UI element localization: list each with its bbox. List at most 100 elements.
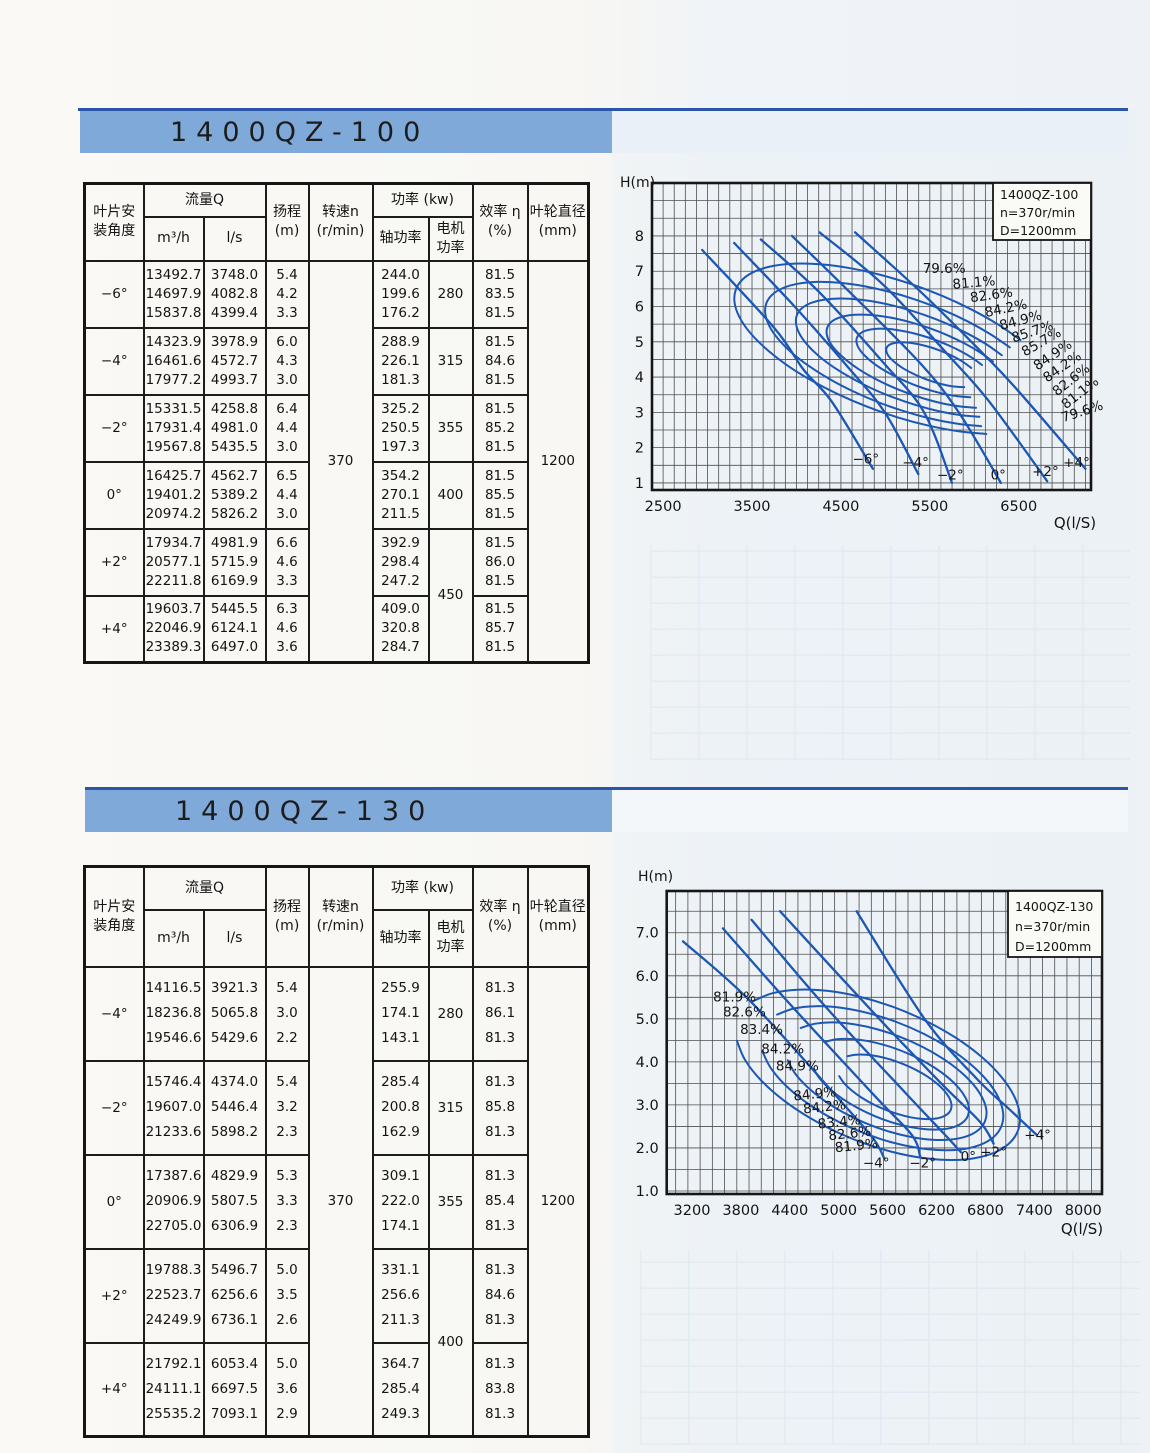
legend-line: D=1200mm [1000, 223, 1076, 238]
cell-flow-ls: 5496.7 6256.6 6736.1 [202, 1247, 267, 1344]
cell-angle: +4° [83, 594, 145, 664]
performance-chart-1400QZ-130: 1400QZ-130 n=370r/min D=1200mm 81.9% 82.6% 83… [612, 858, 1150, 1292]
cell-shaft-power: 325.2 250.5 197.3 [371, 393, 430, 463]
header-flow-ls: l/s [202, 908, 267, 968]
angle-label: +2° [980, 1145, 1007, 1161]
x-tick-label: 8000 [1065, 1203, 1102, 1219]
header-flow-m3h: m³/h [142, 215, 205, 262]
y-tick-label: 1.0 [636, 1184, 659, 1200]
angle-curve-−2° [759, 238, 954, 485]
spec-table-1400QZ-130: 叶片安 装角度 流量Q 扬程 (m) 转速n (r/min) 功率 (kw) 效率 η (%) 叶轮… [83, 865, 590, 1438]
header-blade-angle: 叶片安 装角度 [83, 865, 145, 968]
y-tick-label: 7.0 [636, 926, 659, 942]
legend-line: D=1200mm [1015, 939, 1091, 954]
spec-table: 叶片安 装角度 流量Q 扬程 (m) 转速n (r/min) 功率 (kw) 效率 η (%) 叶轮… [83, 865, 590, 1438]
cell-head: 5.3 3.3 2.3 [264, 1153, 310, 1250]
cell-shaft-power: 244.0 199.6 176.2 [371, 259, 430, 329]
header-flow: 流量Q [142, 865, 267, 911]
cell-diameter: 1200 [526, 965, 590, 1438]
cell-flow-m3h: 17387.6 20906.9 22705.0 [142, 1153, 205, 1250]
section1-top-rule [78, 108, 1128, 111]
efficiency-label: 82.6% [969, 284, 1014, 306]
cell-flow-m3h: 16425.7 19401.2 20974.2 [142, 460, 205, 530]
cell-head: 6.6 4.6 3.3 [264, 527, 310, 597]
cell-head: 5.4 3.2 2.3 [264, 1059, 310, 1156]
cell-shaft-power: 364.7 285.4 249.3 [371, 1341, 430, 1438]
cell-head: 6.4 4.4 3.0 [264, 393, 310, 463]
x-tick-label: 4400 [771, 1203, 808, 1219]
y-tick-label: 1 [635, 476, 644, 492]
section1-title-bar-extension [612, 111, 1128, 153]
angle-label: −2° [937, 467, 964, 483]
cell-shaft-power: 354.2 270.1 211.5 [371, 460, 430, 530]
cell-flow-ls: 4258.8 4981.0 5435.5 [202, 393, 267, 463]
cell-motor-power: 315 [427, 1059, 474, 1156]
cell-head: 5.4 4.2 3.3 [264, 259, 310, 329]
header-impeller-diameter: 叶轮直径 (mm) [526, 182, 590, 262]
angle-curve-−2° [721, 927, 922, 1158]
cell-efficiency: 81.5 85.5 81.5 [471, 460, 529, 530]
cell-efficiency: 81.3 84.6 81.3 [471, 1247, 529, 1344]
cell-motor-power: 280 [427, 965, 474, 1062]
header-power: 功率 (kw) [371, 182, 474, 218]
legend-line: n=370r/min [1015, 919, 1090, 934]
cell-flow-ls: 6053.4 6697.5 7093.1 [202, 1341, 267, 1438]
cell-flow-ls: 5445.5 6124.1 6497.0 [202, 594, 267, 664]
cell-efficiency: 81.5 85.2 81.5 [471, 393, 529, 463]
angle-curve-+4° [855, 910, 1038, 1137]
legend-line: 1400QZ-100 [1000, 187, 1078, 202]
header-shaft-power: 轴功率 [371, 908, 430, 968]
cell-efficiency: 81.5 86.0 81.5 [471, 527, 529, 597]
cell-motor-power: 400 [427, 1247, 474, 1438]
efficiency-label: 83.4% [817, 1112, 861, 1132]
chart-labels: 81.9%82.6%83.4%84.2%84.9%84.9%84.2%83.4%… [713, 990, 1051, 1172]
angle-label: +2° [1032, 464, 1059, 480]
header-shaft-power: 轴功率 [371, 215, 430, 262]
cell-motor-power: 355 [427, 1153, 474, 1250]
angle-curve-+2° [818, 231, 1049, 483]
cell-flow-ls: 4562.7 5389.2 5826.2 [202, 460, 267, 530]
cell-efficiency: 81.3 83.8 81.3 [471, 1341, 529, 1438]
cell-motor-power: 450 [427, 527, 474, 664]
spec-table-1400QZ-100: 叶片安 装角度 流量Q 扬程 (m) 转速n (r/min) 功率 (kw) 效率 η (%) 叶轮… [83, 182, 590, 664]
header-speed: 转速n (r/min) [307, 182, 374, 262]
angle-label: +4° [1063, 455, 1090, 471]
x-tick-label: 6200 [918, 1203, 955, 1219]
angle-curve-+4° [853, 231, 1087, 470]
cell-motor-power: 400 [427, 460, 474, 530]
y-tick-label: 3.0 [636, 1098, 659, 1114]
y-axis-title: H(m) [620, 175, 655, 191]
cell-efficiency: 81.5 85.7 81.5 [471, 594, 529, 664]
cell-angle: −4° [83, 326, 145, 396]
x-tick-label: 3800 [722, 1203, 759, 1219]
cell-flow-m3h: 17934.7 20577.1 22211.8 [142, 527, 205, 597]
x-axis-title: Q(l/S) [1054, 514, 1096, 532]
x-tick-label: 7400 [1016, 1203, 1053, 1219]
y-tick-label: 8 [635, 229, 644, 245]
y-tick-label: 5.0 [636, 1012, 659, 1028]
efficiency-label: 84.2% [761, 1041, 804, 1057]
y-tick-label: 2 [635, 441, 644, 457]
angle-label: −4° [863, 1155, 890, 1171]
y-tick-label: 7 [635, 264, 644, 280]
cell-flow-ls: 3978.9 4572.7 4993.7 [202, 326, 267, 396]
legend-line: n=370r/min [1000, 205, 1075, 220]
efficiency-contour-85.7% [885, 341, 973, 389]
angle-label: −4° [902, 455, 929, 471]
y-tick-label: 6.0 [636, 969, 659, 985]
cell-head: 6.3 4.6 3.6 [264, 594, 310, 664]
cell-angle: −2° [83, 393, 145, 463]
angle-label: −2° [909, 1155, 936, 1171]
efficiency-label: 81.9% [713, 990, 756, 1006]
efficiency-contour-82.6% [761, 1005, 1005, 1152]
angle-curve-+2° [778, 910, 995, 1145]
cell-angle: +2° [83, 1247, 145, 1344]
spec-table: 叶片安 装角度 流量Q 扬程 (m) 转速n (r/min) 功率 (kw) 效率 η (%) 叶轮… [83, 182, 590, 664]
cell-flow-m3h: 14323.9 16461.6 17977.2 [142, 326, 205, 396]
efficiency-label: 84.9% [776, 1058, 819, 1074]
header-motor-power: 电机 功率 [427, 908, 474, 968]
header-efficiency: 效率 η (%) [471, 865, 529, 968]
cell-flow-ls: 4981.9 5715.9 6169.9 [202, 527, 267, 597]
y-tick-label: 5 [635, 335, 644, 351]
